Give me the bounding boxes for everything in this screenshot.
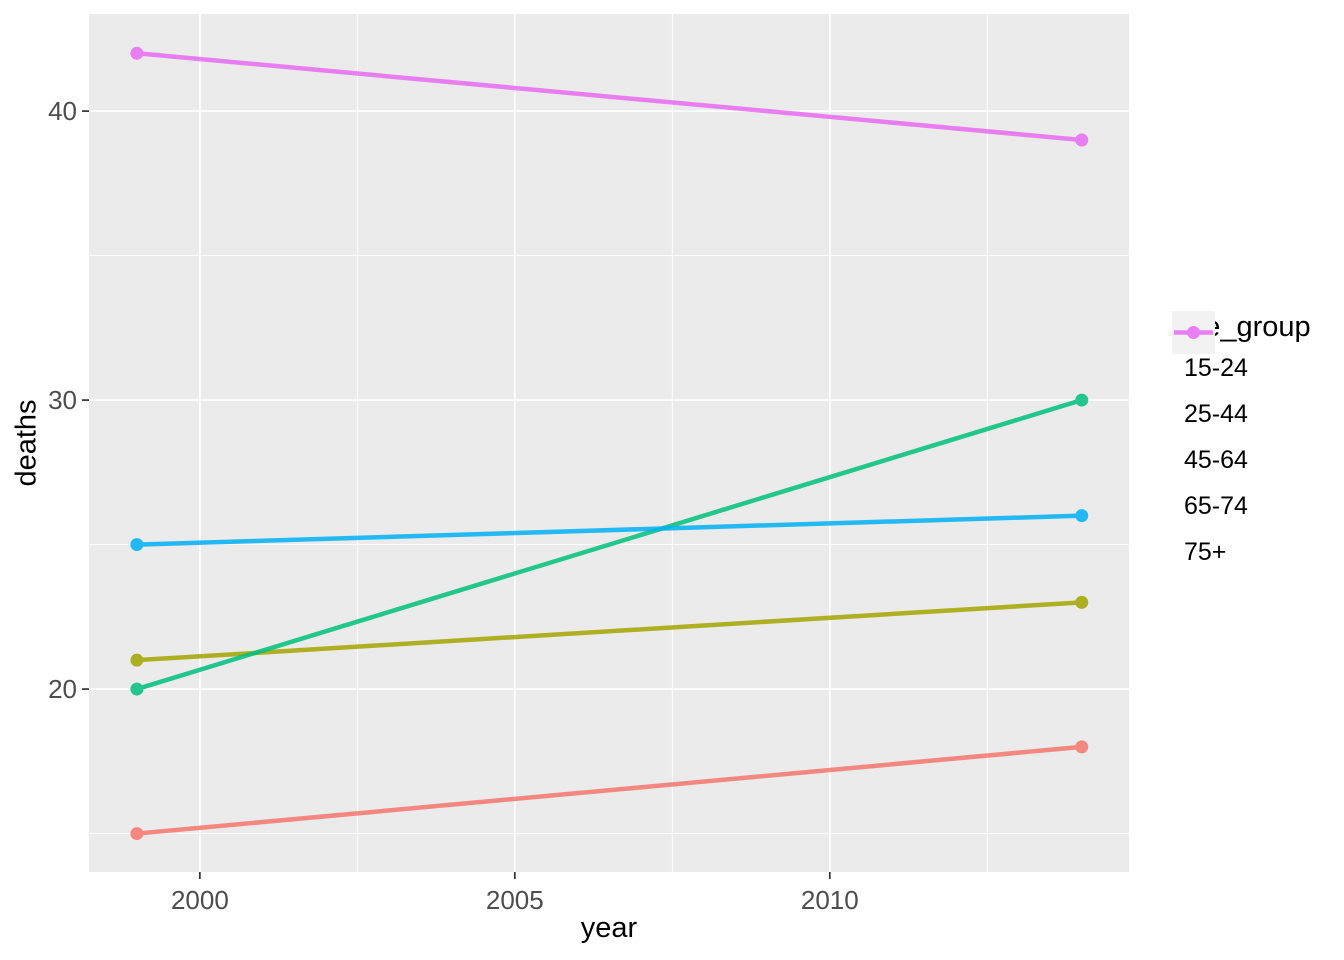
series-25-44	[130, 595, 1089, 667]
legend-label: 15-24	[1184, 354, 1248, 382]
y-tick-label: 40	[48, 96, 77, 126]
legend-item-25-44: 25-44	[1172, 311, 1311, 436]
series-line	[136, 600, 1082, 663]
legend-label: 65-74	[1184, 492, 1248, 520]
data-point	[1075, 393, 1089, 407]
legend-item-75+: 75+	[1172, 311, 1311, 574]
y-tick-label: 30	[48, 385, 77, 415]
x-tick-label: 2000	[171, 885, 229, 915]
series-line	[136, 513, 1082, 547]
plot-panel	[89, 14, 1129, 872]
x-tick-label: 2005	[486, 885, 544, 915]
data-point	[130, 46, 144, 60]
legend-key-icon	[1172, 311, 1215, 354]
legend-label: 25-44	[1184, 400, 1248, 428]
x-axis-title: year	[580, 912, 638, 944]
data-point	[130, 827, 144, 841]
legend-label: 45-64	[1184, 446, 1248, 474]
y-axis-title: deaths	[10, 399, 43, 487]
legend-item-45-64: 45-64	[1172, 311, 1311, 482]
legend-items: 15-24 25-44 45-64 65-74 75+	[1172, 311, 1311, 574]
series-line	[136, 397, 1083, 692]
series-line	[136, 744, 1082, 836]
data-point	[1075, 133, 1089, 147]
data-point	[1075, 595, 1089, 609]
legend-label: 75+	[1184, 538, 1227, 566]
series-line	[136, 51, 1082, 143]
series-75+	[130, 46, 1089, 147]
data-point	[130, 538, 144, 552]
legend: age_group 15-24 25-44 45-64 65-74 75+	[1172, 311, 1311, 577]
legend-item-65-74: 65-74	[1172, 311, 1311, 528]
series-65-74	[130, 509, 1089, 552]
data-point	[1075, 509, 1089, 523]
series-15-24	[130, 740, 1089, 841]
data-point	[130, 653, 144, 667]
y-tick-label: 20	[48, 674, 77, 704]
x-tick-label: 2010	[801, 885, 859, 915]
data-point	[130, 682, 144, 696]
data-point	[1075, 740, 1089, 754]
series-45-64	[130, 393, 1089, 696]
